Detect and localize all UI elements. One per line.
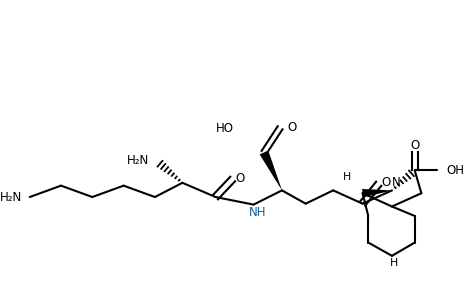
Text: O: O <box>410 139 419 152</box>
Text: O: O <box>382 176 391 189</box>
Polygon shape <box>362 189 392 198</box>
Text: HO: HO <box>216 122 233 135</box>
Text: H₂N: H₂N <box>0 191 22 203</box>
Text: O: O <box>288 121 297 134</box>
Text: NH: NH <box>249 206 266 219</box>
Text: H₂N: H₂N <box>127 154 149 166</box>
Text: O: O <box>236 172 245 185</box>
Text: H: H <box>343 172 352 182</box>
Polygon shape <box>259 150 282 190</box>
Text: OH: OH <box>446 164 464 177</box>
Text: N: N <box>392 176 401 189</box>
Text: H: H <box>390 258 398 268</box>
